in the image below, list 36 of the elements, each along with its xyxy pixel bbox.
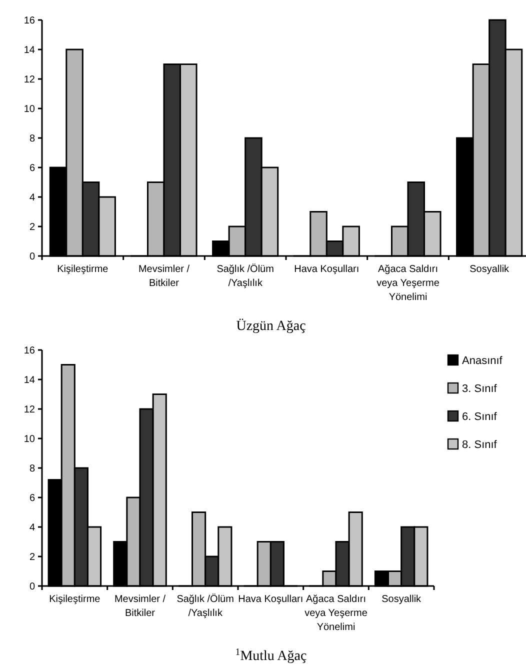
- y-tick-label: 2: [29, 552, 36, 563]
- legend-label: 3. Sınıf: [462, 382, 498, 395]
- x-tick-label: Hava Koşulları: [238, 594, 304, 605]
- legend-label: 6. Sınıf: [462, 410, 498, 423]
- y-tick-label: 12: [24, 404, 36, 416]
- y-tick-label: 4: [29, 192, 36, 204]
- y-tick-label: 6: [29, 163, 36, 174]
- y-tick-label: 0: [29, 582, 36, 592]
- legend-label: 8. Sınıf: [462, 438, 498, 451]
- y-tick-label: 0: [29, 252, 36, 262]
- y-tick-label: 14: [24, 375, 36, 386]
- y-tick-label: 10: [24, 434, 36, 445]
- y-tick-label: 16: [24, 16, 36, 26]
- x-tick-label: Sosyallik: [382, 594, 422, 605]
- x-tick-label: Kişileştirme: [57, 264, 109, 275]
- text: $^{1}$Mutlu Ağaç: [235, 646, 307, 664]
- x-tick-label: Kişileştirme: [49, 594, 101, 605]
- y-tick-label: 6: [29, 493, 36, 504]
- y-tick-label: 12: [24, 74, 36, 86]
- y-tick-label: 8: [29, 464, 36, 474]
- y-tick-label: 2: [29, 222, 36, 233]
- legend-label: Anasınıf: [462, 354, 504, 367]
- x-tick-label: Ağaca Saldırı veya Yeşerme Yönelimi: [376, 264, 440, 303]
- x-tick-label: Ağaca Saldırı veya Yeşerme Yönelimi: [304, 594, 368, 633]
- y-tick-label: 14: [24, 45, 36, 56]
- x-tick-label: Sosyallik: [470, 264, 510, 275]
- x-tick-label: Mevsimler / Bitkiler: [138, 264, 190, 289]
- y-tick-label: 10: [24, 104, 36, 115]
- x-tick-label: Hava Koşulları: [294, 264, 360, 275]
- y-tick-label: 8: [29, 134, 36, 144]
- x-tick-label: Mevsimler / Bitkiler: [114, 594, 166, 619]
- y-tick-label: 16: [24, 346, 36, 356]
- text: Üzgün Ağaç: [236, 318, 306, 334]
- x-tick-label: Sağlık /Ölüm /Yaşlılık: [216, 263, 274, 289]
- x-tick-label: Sağlık /Ölüm /Yaşlılık: [176, 593, 234, 619]
- y-tick-label: 4: [29, 522, 36, 534]
